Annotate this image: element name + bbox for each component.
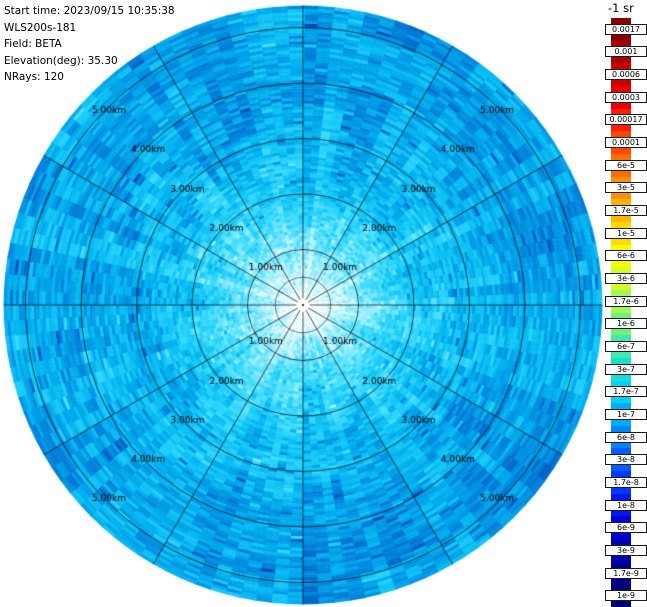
colorbar-strip	[611, 18, 631, 607]
colorbar-tick-label: 3e-7	[605, 363, 647, 375]
colorbar-tick-label: 0.00017	[605, 114, 647, 126]
colorbar-tick-label: 1.7e-5	[605, 205, 647, 217]
nrays-label: NRays: 120	[4, 71, 64, 83]
colorbar-tick-label: 6e-5	[605, 159, 647, 171]
colorbar-tick-label: 1.7e-9	[605, 567, 647, 579]
colorbar-tick-label: 6e-8	[605, 431, 647, 443]
colorbar-tick-label: 0.001	[605, 46, 647, 58]
colorbar-tick-label: 1.7e-8	[605, 476, 647, 488]
colorbar-tick-label: 3e-5	[605, 182, 647, 194]
colorbar-tick-label: 1e-5	[605, 227, 647, 239]
start-time-label: Start time: 2023/09/15 10:35:38	[4, 5, 175, 17]
colorbar-tick-label: 6e-9	[605, 522, 647, 534]
colorbar-tick-label: 3e-8	[605, 454, 647, 466]
colorbar-tick-label: 6e-6	[605, 250, 647, 262]
colorbar-tick-label: 1.7e-7	[605, 386, 647, 398]
colorbar-tick-label: 3e-9	[605, 544, 647, 556]
colorbar-tick-label: 1e-8	[605, 499, 647, 511]
elevation-label: Elevation(deg): 35.30	[4, 54, 118, 67]
colorbar-tick-label: 3e-6	[605, 273, 647, 285]
colorbar-tick-label: 1e-7	[605, 408, 647, 420]
colorbar-tick-label: 1e-6	[605, 318, 647, 330]
colorbar-tick-label: 1e-9	[605, 590, 647, 602]
colorbar-tick-label: 6e-7	[605, 340, 647, 352]
scan-info-panel: Start time: 2023/09/15 10:35:38 WLS200s-…	[4, 3, 175, 86]
colorbar-units-label: -1 sr	[608, 1, 634, 15]
instrument-label: WLS200s-181	[4, 21, 77, 34]
colorbar-tick-label: 0.0003	[605, 91, 647, 103]
colorbar-tick-label: 0.0001	[605, 137, 647, 149]
colorbar-tick-label: 0.0006	[605, 69, 647, 81]
colorbar-tick-label: 0.0017	[605, 23, 647, 35]
colorbar-tick-label: 1.7e-6	[605, 295, 647, 307]
field-label: Field: BETA	[4, 38, 62, 50]
